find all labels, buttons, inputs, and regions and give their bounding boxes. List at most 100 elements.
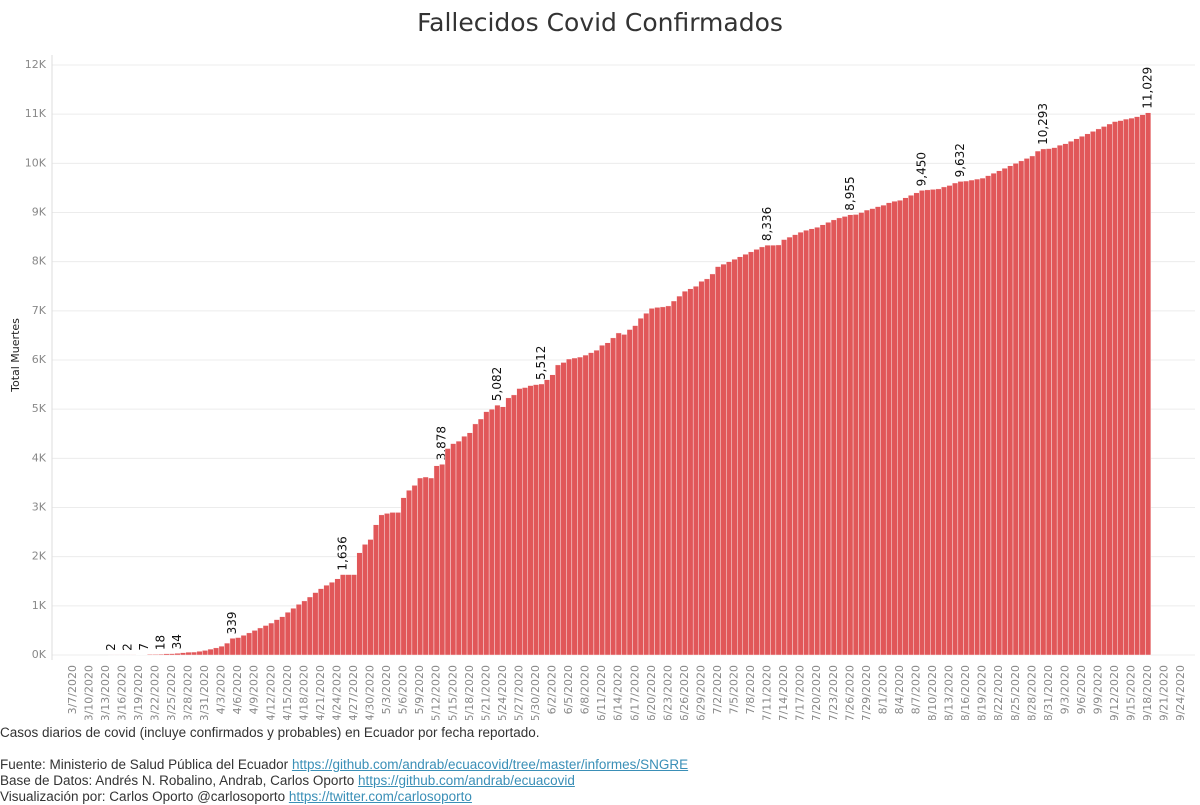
bar bbox=[268, 622, 275, 656]
bar bbox=[737, 256, 743, 656]
y-tick-label: 6K bbox=[32, 353, 47, 366]
bar bbox=[555, 364, 562, 656]
bar bbox=[687, 288, 694, 656]
database-link[interactable]: https://github.com/andrab/ecuacovid bbox=[357, 773, 575, 788]
x-tick-label: 7/14/2020 bbox=[777, 665, 790, 720]
data-label: 1,636 bbox=[335, 536, 349, 570]
bar bbox=[654, 307, 661, 656]
bar bbox=[229, 638, 236, 656]
source-link[interactable]: https://github.com/andrab/ecuacovid/tree… bbox=[291, 757, 689, 772]
x-tick-label: 5/21/2020 bbox=[479, 665, 492, 720]
bar bbox=[1078, 136, 1085, 656]
bar bbox=[1095, 128, 1102, 656]
x-tick-label: 4/21/2020 bbox=[314, 665, 327, 720]
bar bbox=[1073, 138, 1080, 656]
x-tick-label: 4/9/2020 bbox=[248, 665, 261, 714]
bar bbox=[593, 349, 600, 656]
data-label: 34 bbox=[170, 634, 184, 649]
database-text: Base de Datos: Andrés N. Robalino, Andra… bbox=[0, 773, 355, 788]
data-label: 8,955 bbox=[843, 176, 857, 210]
bar bbox=[461, 436, 468, 656]
bar bbox=[1040, 148, 1047, 656]
bar bbox=[858, 212, 865, 656]
bar bbox=[290, 608, 297, 656]
bar bbox=[284, 612, 291, 656]
bar bbox=[213, 647, 220, 656]
y-tick-label: 5K bbox=[32, 402, 47, 415]
bar bbox=[968, 179, 975, 656]
x-tick-label: 5/30/2020 bbox=[529, 665, 542, 720]
bar bbox=[571, 357, 578, 656]
x-tick-label: 5/3/2020 bbox=[380, 665, 393, 714]
bar bbox=[196, 651, 203, 656]
bar bbox=[1112, 121, 1118, 656]
bar bbox=[538, 383, 545, 656]
bar bbox=[841, 216, 848, 656]
bar bbox=[852, 214, 859, 656]
x-tick-label: 3/19/2020 bbox=[132, 665, 145, 720]
bar bbox=[1123, 118, 1130, 656]
bar bbox=[262, 625, 269, 656]
x-tick-label: 7/11/2020 bbox=[761, 665, 774, 720]
bar bbox=[698, 281, 705, 656]
bar bbox=[400, 497, 407, 656]
bar bbox=[312, 592, 319, 656]
bar bbox=[874, 206, 881, 656]
viz-link[interactable]: https://twitter.com/carlosoporto bbox=[288, 789, 472, 804]
data-label: 11,029 bbox=[1141, 67, 1155, 109]
x-tick-label: 4/15/2020 bbox=[281, 665, 294, 720]
bar bbox=[1084, 133, 1091, 656]
bar bbox=[670, 300, 677, 656]
bar bbox=[1067, 141, 1074, 656]
x-tick-label: 3/10/2020 bbox=[82, 665, 95, 720]
x-tick-label: 7/20/2020 bbox=[810, 665, 823, 720]
bar bbox=[715, 266, 721, 656]
y-tick-label: 10K bbox=[25, 156, 47, 169]
bar bbox=[610, 337, 617, 656]
bar bbox=[317, 588, 324, 656]
bar bbox=[472, 423, 479, 656]
data-label: 7 bbox=[137, 643, 151, 651]
bar bbox=[351, 574, 357, 656]
bar bbox=[362, 544, 368, 656]
bar bbox=[1018, 160, 1025, 656]
bar bbox=[389, 512, 396, 656]
bar bbox=[941, 186, 948, 656]
y-axis-label: Total Muertes bbox=[9, 318, 22, 393]
bar bbox=[924, 189, 931, 656]
bar bbox=[615, 332, 622, 656]
x-tick-label: 6/26/2020 bbox=[678, 665, 691, 720]
bar bbox=[919, 190, 925, 656]
x-tick-label: 6/8/2020 bbox=[579, 665, 592, 714]
bar bbox=[246, 632, 253, 656]
bar bbox=[1145, 112, 1152, 656]
bar bbox=[786, 236, 793, 656]
x-tick-label: 6/23/2020 bbox=[661, 665, 674, 720]
bar bbox=[577, 356, 584, 656]
bar bbox=[207, 648, 214, 656]
bar bbox=[218, 645, 225, 656]
bar bbox=[759, 246, 766, 656]
bar bbox=[273, 619, 280, 656]
data-label: 5,082 bbox=[490, 367, 504, 401]
bar bbox=[549, 374, 556, 656]
x-tick-label: 3/25/2020 bbox=[165, 665, 178, 720]
bar bbox=[770, 244, 777, 656]
bar bbox=[1106, 123, 1113, 656]
bar bbox=[444, 448, 451, 656]
x-tick-label: 3/28/2020 bbox=[182, 665, 195, 720]
bar bbox=[428, 477, 435, 656]
bar bbox=[996, 170, 1003, 656]
x-tick-label: 4/12/2020 bbox=[264, 665, 277, 720]
bar bbox=[411, 485, 418, 656]
x-tick-label: 6/17/2020 bbox=[628, 665, 641, 720]
x-tick-label: 8/16/2020 bbox=[959, 665, 972, 720]
data-label: 18 bbox=[153, 635, 167, 650]
bar bbox=[764, 244, 771, 656]
bar bbox=[709, 273, 716, 656]
x-tick-label: 7/17/2020 bbox=[794, 665, 807, 720]
bar bbox=[185, 651, 192, 656]
bar bbox=[974, 178, 981, 656]
x-tick-label: 4/30/2020 bbox=[364, 665, 377, 720]
